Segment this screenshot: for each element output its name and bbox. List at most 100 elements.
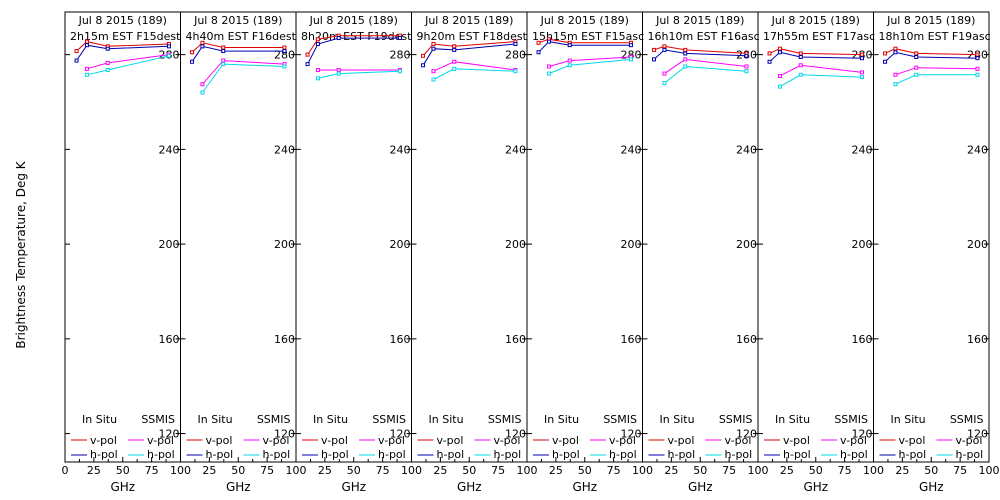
insitu-v-pol-point [859, 52, 864, 57]
x-tick-label: 50 [116, 464, 130, 477]
ssmis-v-pol-point [546, 64, 551, 69]
insitu-v-pol-line [538, 38, 631, 44]
legend-insitu-h-label: h-pol [668, 448, 696, 461]
panel-title: Jul 8 2015 (189) [193, 14, 282, 27]
y-tick-label: 280 [505, 49, 526, 62]
y-tick-label: 240 [390, 143, 411, 156]
legend-ssmis-title: SSMIS [719, 413, 753, 426]
y-tick-label: 200 [159, 238, 180, 251]
insitu-h-pol-point [221, 49, 226, 54]
x-tick-label: 50 [578, 464, 592, 477]
legend-insitu-h-label: h-pol [552, 448, 580, 461]
y-tick-label: 120 [390, 428, 411, 441]
x-tick-label: 50 [924, 464, 938, 477]
insitu-h-pol-point [336, 36, 341, 41]
legend-insitu-v-label: v-pol [783, 434, 810, 447]
legend-ssmis-title: SSMIS [950, 413, 984, 426]
y-tick-label: 120 [621, 428, 642, 441]
y-tick-label: 200 [505, 238, 526, 251]
ssmis-v-pol-point [567, 58, 572, 63]
legend-ssmis-h-label: h-pol [494, 448, 522, 461]
insitu-v-pol-line [884, 48, 978, 56]
panel-8: Jul 8 2015 (189) 18h10m EST F19asc 120 160 2… [873, 11, 1000, 494]
ssmis-h-pol-point [105, 68, 110, 73]
x-tick-label: 100 [863, 464, 884, 477]
y-tick-label: 200 [967, 238, 988, 251]
ssmis-h-pol-point [84, 72, 89, 77]
x-tick-label: 50 [462, 464, 476, 477]
insitu-v-pol-point [431, 41, 436, 46]
legend-insitu-v-label: v-pol [437, 434, 464, 447]
y-tick-label: 120 [159, 428, 180, 441]
legend-insitu-v-label: v-pol [206, 434, 233, 447]
x-tick-label: 75 [838, 464, 852, 477]
insitu-h-pol-point [282, 49, 287, 54]
legend-ssmis-v-label: v-pol [147, 434, 174, 447]
legend-ssmis-h-label: h-pol [263, 448, 291, 461]
panel-title: Jul 8 2015 (189) [771, 14, 860, 27]
ssmis-h-pol-point [546, 71, 551, 76]
x-tick-label: 50 [809, 464, 823, 477]
insitu-h-pol-point [431, 46, 436, 51]
panel-title: Jul 8 2015 (189) [309, 14, 398, 27]
y-tick-label: 160 [159, 333, 180, 346]
ssmis-h-pol-point [315, 76, 320, 81]
panel-title: Jul 8 2015 (189) [424, 14, 513, 27]
ssmis-v-pol-point [893, 72, 898, 77]
insitu-h-pol-point [883, 59, 888, 64]
x-tick-label: 100 [170, 464, 191, 477]
insitu-h-pol-point [397, 36, 402, 41]
insitu-h-pol-line [307, 37, 400, 65]
y-tick-label: 160 [505, 333, 526, 346]
insitu-h-pol-line [538, 41, 631, 53]
y-tick-label: 120 [852, 428, 873, 441]
y-tick-label: 240 [621, 143, 642, 156]
ssmis-h-pol-point [975, 72, 980, 77]
insitu-h-pol-point [105, 46, 110, 51]
y-tick-label: 120 [274, 428, 295, 441]
x-tick-label: 25 [780, 464, 794, 477]
insitu-h-pol-line [76, 44, 169, 61]
insitu-h-pol-point [315, 41, 320, 46]
y-tick-label: 160 [390, 333, 411, 346]
legend-insitu-title: In Situ [544, 413, 579, 426]
x-tick-label: 100 [286, 464, 307, 477]
legend-insitu-v-label: v-pol [321, 434, 348, 447]
legend-ssmis-title: SSMIS [372, 413, 406, 426]
legend-ssmis-title: SSMIS [257, 413, 291, 426]
insitu-h-pol-point [84, 43, 89, 48]
insitu-v-pol-line [76, 41, 169, 52]
legend-ssmis-v-label: v-pol [609, 434, 636, 447]
x-tick-label: 50 [231, 464, 245, 477]
x-axis-label: GHz [110, 480, 135, 494]
insitu-h-pol-point [652, 57, 657, 62]
ssmis-h-pol-point [628, 57, 633, 62]
panel-subtitle: 4h40m EST F16dest [186, 30, 297, 43]
insitu-v-pol-point [190, 50, 195, 55]
insitu-h-pol-point [628, 43, 633, 48]
y-tick-label: 240 [852, 143, 873, 156]
insitu-h-pol-line [653, 49, 747, 60]
insitu-h-pol-point [914, 55, 919, 59]
y-tick-label: 120 [967, 428, 988, 441]
x-tick-label: 25 [318, 464, 332, 477]
legend-insitu-h-label: h-pol [321, 448, 349, 461]
y-tick-label: 160 [621, 333, 642, 346]
panel-title: Jul 8 2015 (189) [886, 14, 975, 27]
x-axis-label: GHz [226, 480, 251, 494]
insitu-v-pol-point [74, 49, 79, 54]
x-tick-label: 75 [491, 464, 505, 477]
ssmis-v-pol-point [431, 69, 436, 74]
y-tick-label: 200 [736, 238, 757, 251]
y-tick-label: 120 [736, 428, 757, 441]
x-tick-label: 25 [895, 464, 909, 477]
ssmis-v-pol-point [662, 71, 667, 76]
ssmis-v-pol-point [975, 66, 980, 71]
x-tick-label: 75 [953, 464, 967, 477]
y-tick-label: 240 [967, 143, 988, 156]
ssmis-h-pol-point [744, 69, 749, 74]
y-tick-label: 240 [505, 143, 526, 156]
ssmis-h-pol-point [798, 72, 803, 77]
legend-ssmis-v-label: v-pol [494, 434, 521, 447]
